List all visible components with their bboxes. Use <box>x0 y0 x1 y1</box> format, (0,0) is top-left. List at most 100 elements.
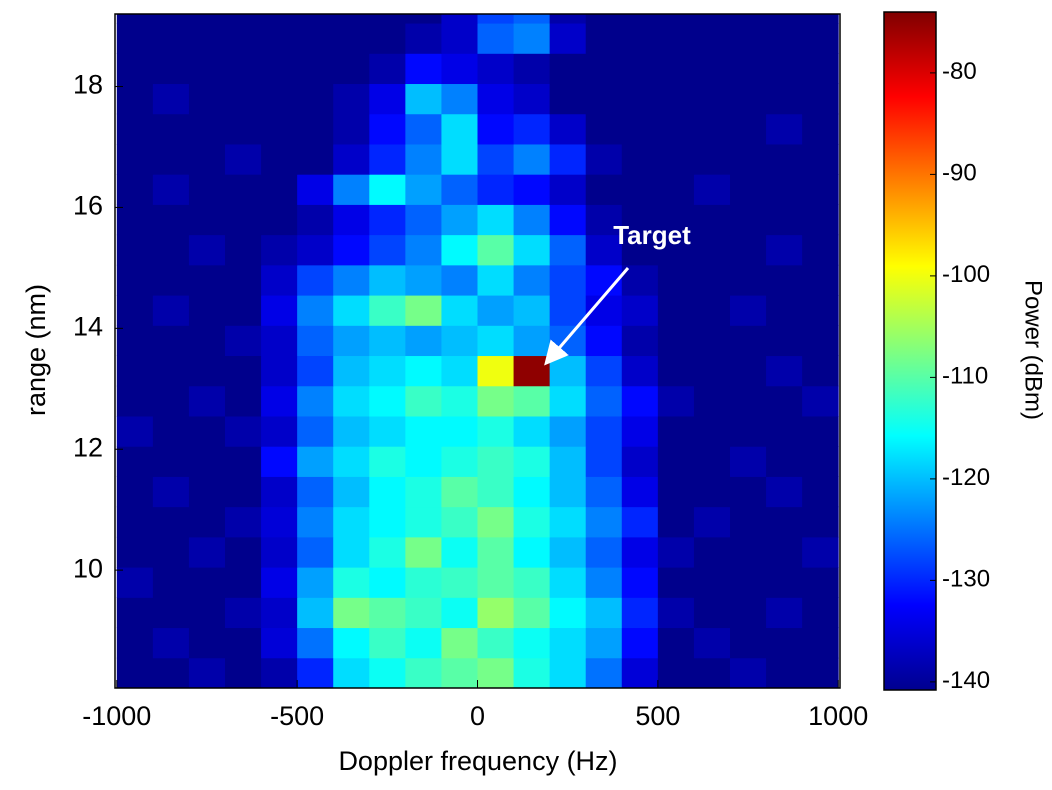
heatmap-cell <box>297 325 334 357</box>
heatmap-cell <box>261 325 298 357</box>
heatmap-cell <box>369 174 406 205</box>
x-tick-label: -500 <box>270 701 324 731</box>
heatmap-cell <box>333 264 370 296</box>
heatmap-cell <box>549 476 587 508</box>
heatmap-cell <box>693 295 731 326</box>
heatmap-cell <box>513 113 551 145</box>
heatmap-cell <box>261 446 298 477</box>
heatmap-cell <box>729 567 767 598</box>
heatmap-cell <box>116 536 154 568</box>
heatmap-cell <box>152 627 190 659</box>
heatmap-cell <box>802 385 839 417</box>
heatmap-cell <box>766 234 803 266</box>
heatmap-cell <box>188 476 226 508</box>
heatmap-cell <box>441 83 478 115</box>
heatmap-cell <box>585 385 623 417</box>
heatmap-cell <box>729 204 767 236</box>
heatmap-cell <box>225 204 262 236</box>
heatmap-cell <box>152 143 190 175</box>
heatmap-cell <box>729 53 767 85</box>
heatmap-cell <box>116 567 154 598</box>
heatmap-cell <box>188 657 226 688</box>
heatmap-cell <box>766 657 803 688</box>
heatmap-cell <box>188 597 226 629</box>
heatmap-cell <box>188 355 226 387</box>
heatmap-cell <box>513 415 551 447</box>
heatmap-cell <box>441 627 478 659</box>
heatmap-cell <box>693 113 731 145</box>
heatmap-cell <box>405 415 442 447</box>
heatmap-cell <box>657 657 695 688</box>
heatmap-cell <box>729 83 767 115</box>
heatmap-cell <box>585 446 623 477</box>
heatmap-cell <box>585 657 623 688</box>
heatmap-cell <box>116 476 154 508</box>
heatmap-cell <box>188 627 226 659</box>
heatmap-cell <box>621 143 659 175</box>
heatmap-cell <box>297 657 334 688</box>
heatmap-cell <box>513 476 551 508</box>
heatmap-cell <box>152 325 190 357</box>
heatmap-cell <box>261 113 298 145</box>
heatmap-cell <box>152 567 190 598</box>
heatmap-cell <box>441 506 478 538</box>
heatmap-cell <box>693 174 731 205</box>
heatmap-cell <box>693 355 731 387</box>
heatmap-cell <box>802 355 839 387</box>
heatmap-cell <box>152 446 190 477</box>
annotation: Target <box>613 220 691 250</box>
heatmap-cell <box>152 174 190 205</box>
heatmap-cell <box>405 567 442 598</box>
heatmap-cell <box>297 506 334 538</box>
heatmap-cell <box>405 143 442 175</box>
heatmap-cell <box>225 325 262 357</box>
heatmap-cell <box>116 174 154 205</box>
y-tick-label: 18 <box>73 70 103 100</box>
heatmap-cell <box>513 174 551 205</box>
heatmap-cell <box>513 627 551 659</box>
heatmap-cell <box>657 14 695 24</box>
y-tick-label: 10 <box>73 553 103 583</box>
heatmap-cell <box>585 83 623 115</box>
heatmap-cell <box>441 23 478 54</box>
heatmap-cell <box>585 174 623 205</box>
heatmap-cell <box>369 506 406 538</box>
heatmap-cell <box>766 53 803 85</box>
heatmap-cell <box>657 506 695 538</box>
heatmap-cell <box>441 204 478 236</box>
heatmap-cell <box>369 295 406 326</box>
heatmap-cell <box>766 143 803 175</box>
heatmap-cell <box>693 597 731 629</box>
x-tick-label: 500 <box>635 701 680 731</box>
heatmap-cell <box>116 14 154 24</box>
heatmap-cell <box>333 476 370 508</box>
heatmap-cell <box>766 476 803 508</box>
heatmap-cell <box>333 83 370 115</box>
heatmap-cell <box>802 23 839 54</box>
heatmap-cell <box>297 627 334 659</box>
heatmap-cell <box>297 355 334 387</box>
heatmap-cell <box>225 567 262 598</box>
heatmap-cell <box>441 597 478 629</box>
heatmap-cell <box>585 143 623 175</box>
heatmap-cell <box>802 536 839 568</box>
heatmap-cell <box>116 83 154 115</box>
heatmap-cell <box>477 597 515 629</box>
heatmap-cell <box>225 234 262 266</box>
heatmap-cell <box>333 23 370 54</box>
heatmap-cell <box>766 385 803 417</box>
colorbar-tick-label: -80 <box>942 58 977 85</box>
heatmap-cell <box>729 627 767 659</box>
heatmap-cell <box>261 476 298 508</box>
heatmap-cell <box>261 204 298 236</box>
heatmap-cell <box>225 476 262 508</box>
heatmap-cell <box>152 597 190 629</box>
heatmap-cell <box>729 536 767 568</box>
heatmap-cell <box>513 53 551 85</box>
heatmap-cell <box>693 415 731 447</box>
heatmap-cell <box>729 657 767 688</box>
heatmap-cell <box>297 415 334 447</box>
heatmap-cell <box>152 355 190 387</box>
heatmap-cell <box>802 567 839 598</box>
